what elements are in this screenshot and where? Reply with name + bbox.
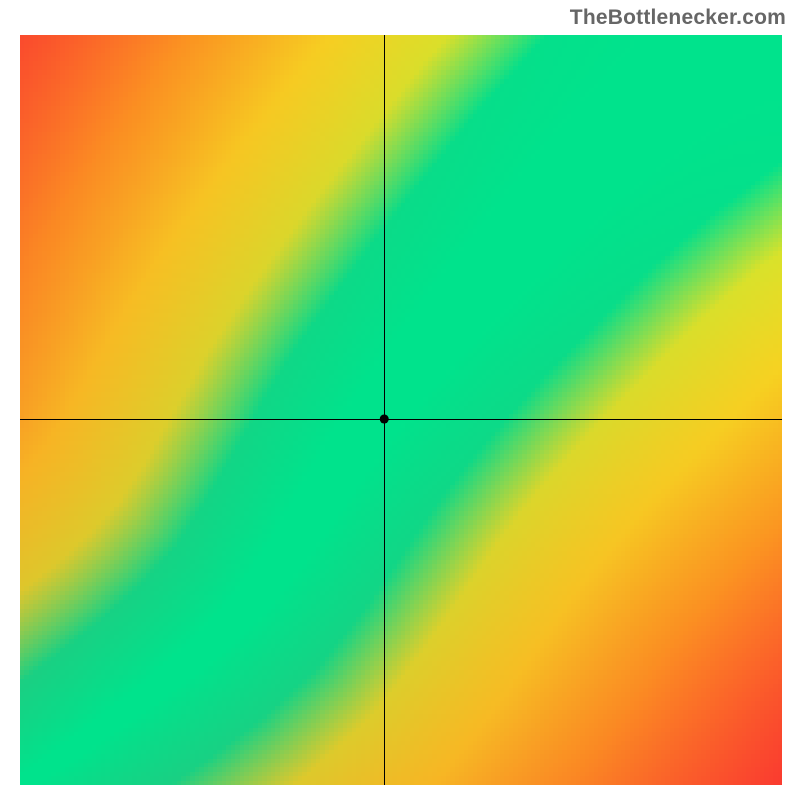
watermark-text: TheBottlenecker.com [570,6,786,30]
bottleneck-heatmap [0,0,800,800]
